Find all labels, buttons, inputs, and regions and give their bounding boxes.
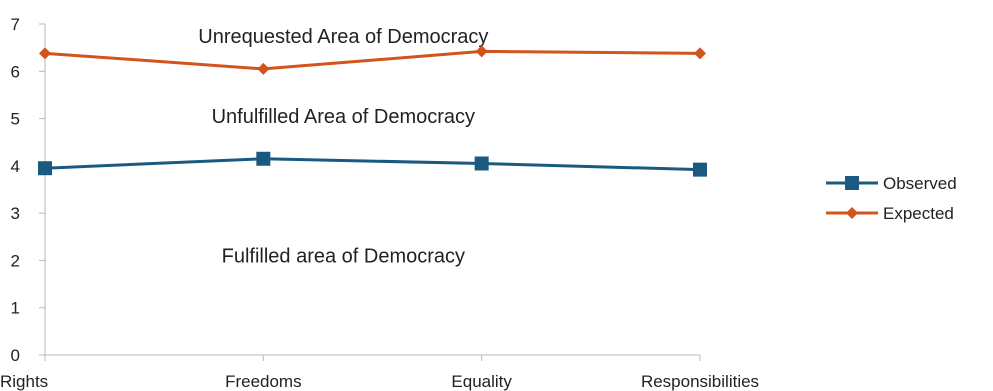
data-point-observed — [474, 156, 489, 171]
series-line-observed — [44, 157, 701, 172]
data-point-expected — [257, 62, 270, 75]
y-tick-label: 7 — [11, 15, 20, 34]
data-point-observed — [693, 162, 707, 177]
y-tick-label: 1 — [11, 299, 20, 318]
chart-annotation: Unrequested Area of Democracy — [198, 26, 488, 48]
x-tick-label: Responsibilities — [641, 372, 759, 391]
data-point-expected — [475, 45, 488, 58]
axes: 0 1 2 3 4 5 6 7 Rights Freedoms Equality Responsibi… — [0, 15, 759, 391]
chart-annotations: Unrequested Area of Democracy Unfulfilled… — [198, 26, 488, 268]
x-tick-label: Freedoms — [225, 372, 302, 391]
y-tick-label: 3 — [11, 204, 20, 223]
legend-marker-observed — [845, 176, 859, 190]
chart-series — [38, 45, 707, 177]
legend: Observed Expected — [826, 174, 957, 223]
y-tick-label: 2 — [11, 251, 20, 270]
data-point-expected — [694, 47, 706, 60]
legend-marker-expected — [846, 207, 858, 219]
data-point-observed — [38, 161, 52, 176]
x-tick-label: Rights — [0, 372, 48, 391]
y-tick-label: 6 — [11, 62, 20, 81]
series-line-expected — [44, 49, 701, 71]
y-tick-label: 5 — [11, 110, 20, 129]
chart-annotation: Unfulfilled Area of Democracy — [212, 106, 475, 128]
data-point-observed — [256, 151, 271, 166]
x-tick-label: Equality — [451, 372, 512, 391]
data-point-expected — [39, 47, 51, 60]
chart-annotation: Fulfilled area of Democracy — [222, 246, 465, 268]
legend-label-observed: Observed — [883, 174, 957, 193]
legend-label-expected: Expected — [883, 204, 954, 223]
y-tick-label: 4 — [11, 157, 20, 176]
y-tick-label: 0 — [11, 346, 20, 365]
